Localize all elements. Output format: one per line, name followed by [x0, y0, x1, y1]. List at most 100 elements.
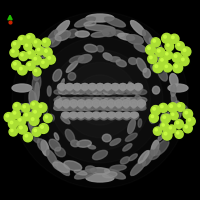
Ellipse shape — [76, 90, 85, 94]
Ellipse shape — [93, 150, 107, 160]
Ellipse shape — [79, 100, 84, 110]
Ellipse shape — [88, 145, 96, 149]
Ellipse shape — [120, 84, 126, 92]
Circle shape — [24, 113, 33, 122]
Ellipse shape — [169, 104, 187, 112]
Circle shape — [164, 64, 173, 73]
Circle shape — [23, 133, 32, 142]
Circle shape — [27, 51, 36, 60]
Circle shape — [10, 121, 13, 124]
Ellipse shape — [94, 112, 99, 119]
Ellipse shape — [77, 112, 85, 118]
Ellipse shape — [149, 38, 162, 51]
Ellipse shape — [126, 105, 136, 111]
Ellipse shape — [41, 39, 52, 54]
Ellipse shape — [65, 90, 73, 94]
Ellipse shape — [170, 74, 178, 87]
Ellipse shape — [67, 85, 72, 91]
Ellipse shape — [66, 61, 78, 72]
Ellipse shape — [69, 100, 78, 110]
Ellipse shape — [76, 106, 85, 110]
Ellipse shape — [104, 98, 113, 102]
Ellipse shape — [120, 97, 130, 103]
Ellipse shape — [109, 100, 114, 110]
Circle shape — [21, 104, 30, 112]
Ellipse shape — [117, 114, 121, 118]
Ellipse shape — [75, 17, 95, 27]
Ellipse shape — [92, 89, 102, 95]
Ellipse shape — [127, 35, 143, 44]
Ellipse shape — [84, 21, 96, 26]
Ellipse shape — [77, 100, 86, 110]
Circle shape — [150, 114, 159, 123]
Ellipse shape — [109, 57, 120, 62]
Ellipse shape — [129, 58, 137, 64]
Circle shape — [178, 104, 180, 107]
Circle shape — [162, 124, 164, 126]
Ellipse shape — [103, 83, 112, 90]
Circle shape — [13, 62, 22, 71]
Ellipse shape — [55, 21, 69, 35]
Circle shape — [18, 124, 27, 134]
Ellipse shape — [137, 100, 145, 107]
Circle shape — [148, 54, 157, 64]
Circle shape — [21, 53, 23, 56]
Ellipse shape — [70, 100, 78, 107]
Circle shape — [28, 51, 31, 54]
Ellipse shape — [161, 112, 169, 123]
Circle shape — [176, 121, 179, 124]
Circle shape — [184, 110, 194, 120]
Ellipse shape — [92, 100, 101, 110]
Circle shape — [19, 52, 28, 61]
Ellipse shape — [77, 140, 91, 147]
Ellipse shape — [116, 112, 122, 119]
Ellipse shape — [75, 31, 89, 37]
Circle shape — [20, 126, 22, 129]
Circle shape — [175, 65, 177, 68]
Ellipse shape — [70, 97, 80, 103]
Circle shape — [34, 110, 36, 113]
Ellipse shape — [75, 169, 95, 179]
Circle shape — [42, 38, 50, 47]
Ellipse shape — [79, 102, 83, 108]
Circle shape — [169, 104, 179, 113]
Circle shape — [24, 42, 32, 51]
Ellipse shape — [54, 106, 62, 110]
Circle shape — [157, 49, 166, 58]
Ellipse shape — [28, 110, 33, 127]
Ellipse shape — [96, 83, 104, 90]
Ellipse shape — [86, 166, 96, 173]
Ellipse shape — [77, 100, 85, 107]
Ellipse shape — [103, 89, 113, 95]
Circle shape — [29, 116, 39, 125]
Circle shape — [154, 64, 164, 74]
Ellipse shape — [69, 112, 78, 120]
Ellipse shape — [173, 101, 182, 119]
Circle shape — [171, 35, 180, 44]
Ellipse shape — [92, 112, 100, 118]
Circle shape — [36, 47, 44, 55]
Ellipse shape — [149, 149, 160, 160]
Ellipse shape — [37, 139, 46, 151]
Ellipse shape — [82, 90, 90, 94]
Ellipse shape — [60, 85, 64, 91]
Ellipse shape — [109, 102, 113, 108]
Ellipse shape — [56, 100, 61, 110]
Circle shape — [183, 49, 186, 51]
Ellipse shape — [65, 106, 74, 110]
Ellipse shape — [62, 100, 71, 110]
Circle shape — [147, 46, 156, 56]
Ellipse shape — [86, 97, 97, 103]
Circle shape — [40, 59, 49, 68]
Circle shape — [25, 44, 28, 46]
Ellipse shape — [116, 60, 126, 67]
Circle shape — [152, 39, 161, 48]
Ellipse shape — [94, 114, 98, 118]
Ellipse shape — [59, 79, 64, 93]
Ellipse shape — [152, 106, 158, 114]
Ellipse shape — [116, 100, 121, 110]
Circle shape — [14, 103, 22, 112]
Ellipse shape — [33, 67, 41, 81]
Ellipse shape — [110, 90, 118, 94]
Ellipse shape — [59, 105, 68, 111]
